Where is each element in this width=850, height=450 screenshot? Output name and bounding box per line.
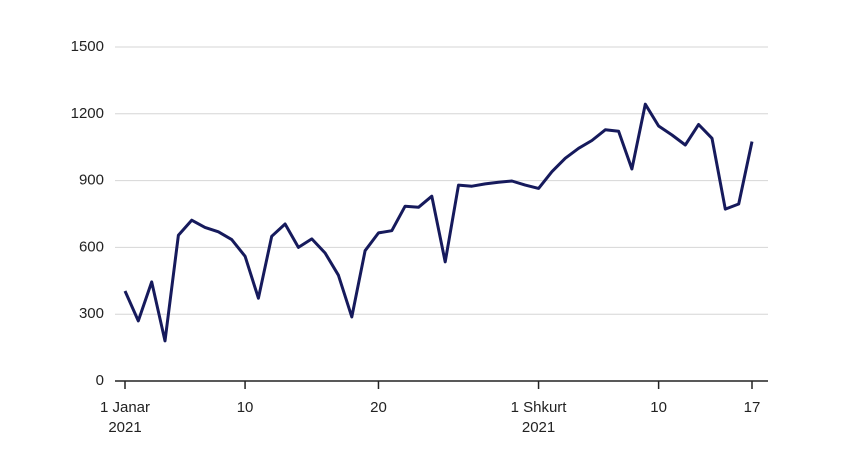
y-tick-label: 1200 <box>71 105 104 122</box>
x-tick-label: 10 <box>236 399 254 416</box>
y-tick-label: 900 <box>79 172 104 189</box>
x-tick-label: 17 <box>743 399 761 416</box>
x-tick-label: 10 <box>650 399 667 416</box>
x-tick-label: 20 <box>370 399 387 416</box>
line-series <box>123 102 754 343</box>
y-tick-label: 300 <box>79 305 104 322</box>
x-tick-label: 1 Shkurt 2021 <box>510 399 567 436</box>
y-tick-label: 0 <box>96 372 104 389</box>
x-tick-label: 1 Janar 2021 <box>99 399 151 436</box>
y-tick-label: 600 <box>79 238 104 255</box>
y-tick-label: 1500 <box>71 38 104 55</box>
